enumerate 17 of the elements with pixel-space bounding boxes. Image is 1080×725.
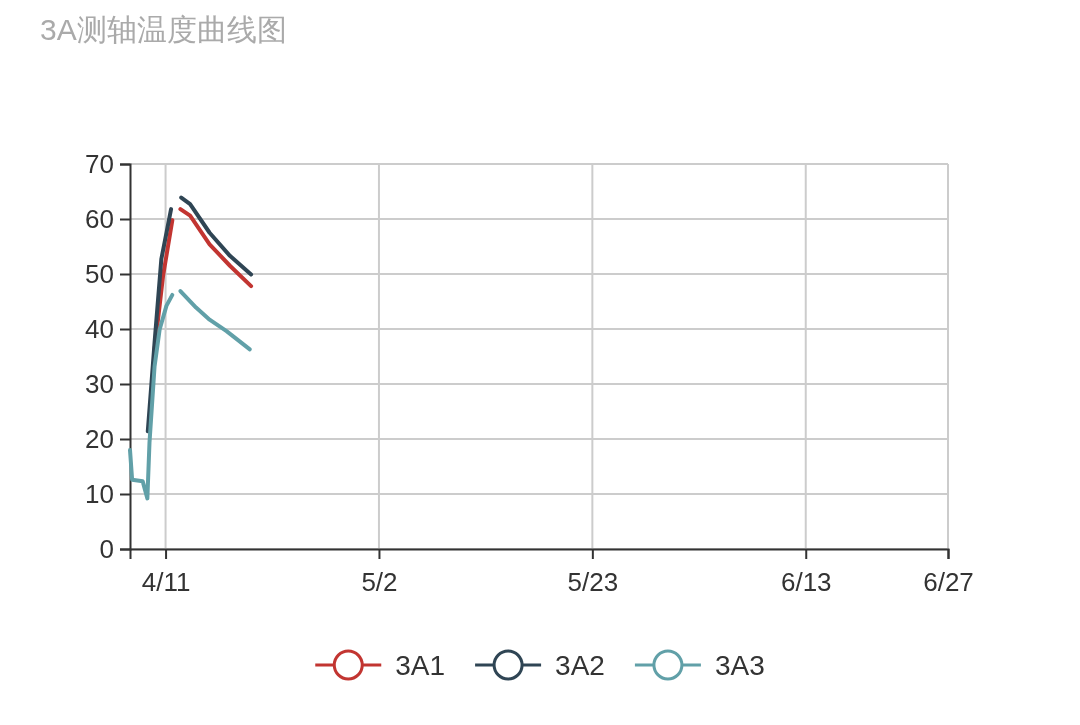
y-tick-label: 10 bbox=[85, 478, 114, 509]
y-tick-label: 40 bbox=[85, 313, 114, 344]
x-tick-label: 5/2 bbox=[361, 567, 398, 598]
y-tick-label: 50 bbox=[85, 258, 114, 289]
y-tick-label: 30 bbox=[85, 368, 114, 399]
legend-label: 3A3 bbox=[714, 650, 765, 681]
y-tick-label: 0 bbox=[99, 533, 114, 564]
x-tick-label: 6/27 bbox=[923, 567, 974, 598]
chart-title: 3A测轴温度曲线图 bbox=[40, 13, 287, 46]
y-tick-label: 20 bbox=[85, 423, 114, 454]
legend-label: 3A2 bbox=[555, 650, 605, 681]
x-tick-label: 5/23 bbox=[567, 567, 619, 598]
y-tick-label: 70 bbox=[85, 148, 114, 179]
y-tick-label: 60 bbox=[85, 203, 114, 234]
x-tick-label: 6/13 bbox=[780, 567, 832, 598]
x-tick-label: 4/11 bbox=[141, 567, 191, 598]
legend-label: 3A1 bbox=[395, 650, 446, 681]
